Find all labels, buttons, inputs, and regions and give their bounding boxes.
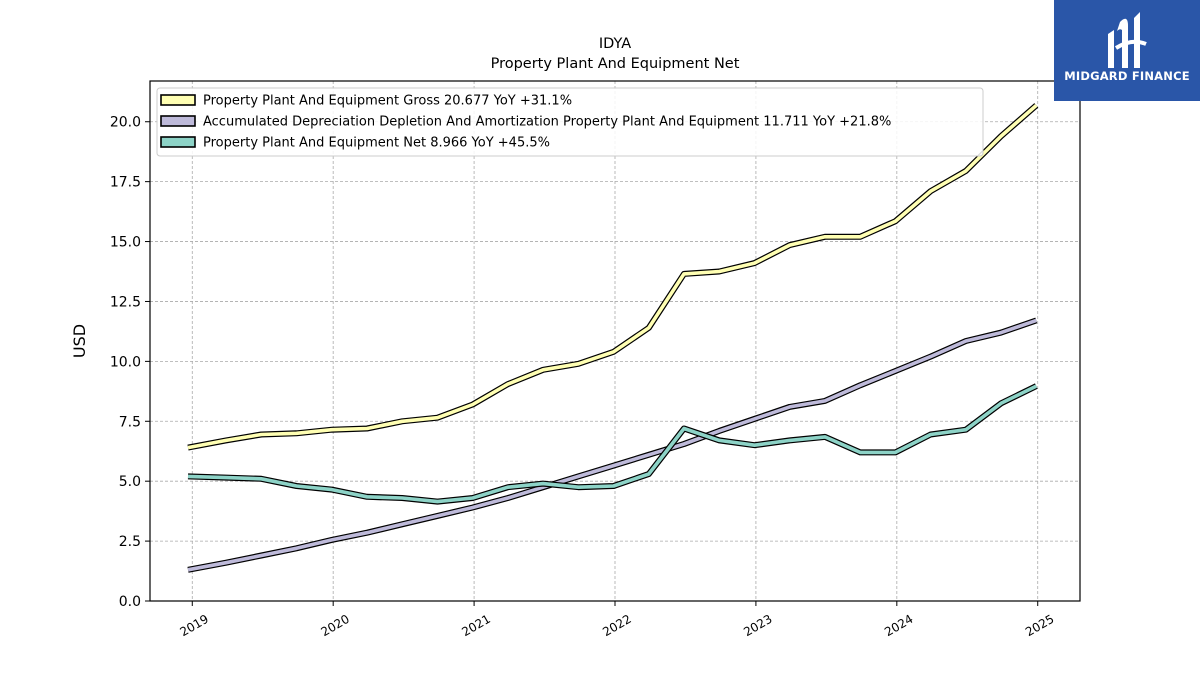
legend-label: Property Plant And Equipment Gross 20.67… xyxy=(203,94,572,109)
y-tick-label: 5.0 xyxy=(119,474,141,490)
legend-box xyxy=(156,87,984,157)
legend-label: Property Plant And Equipment Net 8.966 Y… xyxy=(203,136,550,151)
legend-label: Accumulated Depreciation Depletion And A… xyxy=(203,115,891,130)
y-tick-label: 10.0 xyxy=(110,354,141,370)
legend-swatch xyxy=(160,94,196,106)
x-tick-label: 2022 xyxy=(600,612,633,639)
series-3 xyxy=(187,383,1038,505)
series-line xyxy=(187,104,1038,450)
midgard-finance-logo: MIDGARD FINANCE xyxy=(1054,0,1200,101)
y-axis-label: USD xyxy=(70,324,89,358)
y-tick-label: 2.5 xyxy=(119,534,141,550)
x-tick-label: 2025 xyxy=(1023,612,1056,639)
y-tick-label: 15.0 xyxy=(110,235,141,251)
x-tick-label: 2021 xyxy=(459,612,492,639)
series-line xyxy=(187,384,1038,504)
series-line xyxy=(187,318,1037,572)
series-outline xyxy=(187,103,1039,451)
x-tick-label: 2020 xyxy=(318,612,351,639)
legend-swatch xyxy=(160,136,196,148)
axes: 0.0 2.5 5.0 7.5 10.0 12.5 15.0 17.5 20.0 2019 2020… xyxy=(110,115,1057,639)
x-tick-label: 2023 xyxy=(741,612,774,639)
midgard-logo-icon xyxy=(1108,12,1147,68)
x-tick-label: 2024 xyxy=(882,612,915,639)
series-layer xyxy=(187,103,1039,573)
chart-subtitle: Property Plant And Equipment Net xyxy=(491,56,740,72)
y-tick-label: 12.5 xyxy=(110,294,141,310)
chart-title: IDYA xyxy=(599,36,631,52)
y-tick-label: 20.0 xyxy=(110,115,141,131)
legend-swatch xyxy=(160,115,196,127)
series-1 xyxy=(187,103,1039,451)
y-tick-label: 7.5 xyxy=(119,414,141,430)
series-2 xyxy=(187,317,1038,573)
y-tick-label: 17.5 xyxy=(110,175,141,191)
brand-name: MIDGARD FINANCE xyxy=(1064,69,1190,83)
legend: Property Plant And Equipment Gross 20.67… xyxy=(156,87,984,157)
y-tick-label: 0.0 xyxy=(119,594,141,610)
x-tick-label: 2019 xyxy=(178,612,211,639)
grid xyxy=(150,81,1080,602)
